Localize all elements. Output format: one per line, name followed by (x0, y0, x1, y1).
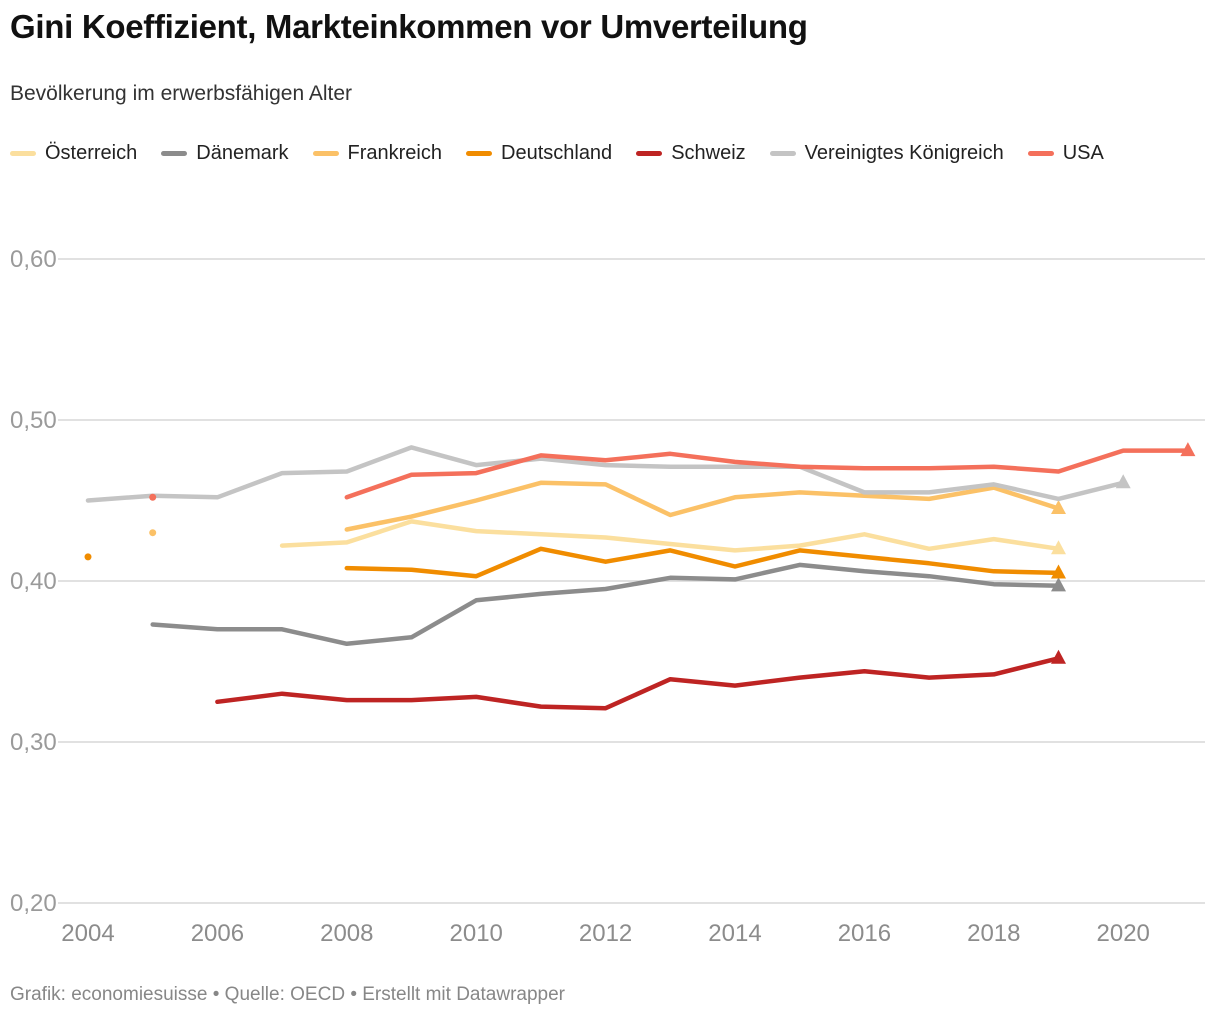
x-tick-label: 2008 (320, 920, 373, 947)
end-marker-osterreich[interactable] (1051, 540, 1066, 555)
x-tick-label: 2016 (838, 920, 891, 947)
series-line-danemark[interactable] (150, 562, 1061, 647)
legend-label: USA (1062, 142, 1104, 164)
x-tick-label: 2004 (61, 920, 114, 947)
legend-item-deutschland: Deutschland (466, 142, 612, 165)
x-tick-label: 2014 (708, 920, 761, 947)
point-frankreich-2005[interactable] (149, 529, 157, 537)
legend-label: Frankreich (347, 142, 442, 164)
legend-swatch-deutschland (466, 151, 492, 156)
end-marker-usa[interactable] (1180, 442, 1196, 457)
chart-title: Gini Koeffizient, Markteinkommen vor Umv… (10, 8, 808, 45)
legend-swatch-vereinigtes-konigreich (769, 151, 796, 156)
legend-label: Österreich (45, 142, 138, 164)
legend-label: Dänemark (196, 142, 289, 164)
y-tick-label: 0,30 (10, 729, 57, 756)
x-tick-label: 2006 (191, 920, 244, 947)
point-usa-2005[interactable] (149, 493, 157, 501)
point-deutschland-2004[interactable] (84, 553, 92, 561)
end-marker-deutschland[interactable] (1051, 564, 1066, 579)
legend-item-danemark: Dänemark (161, 142, 289, 165)
series-line-schweiz[interactable] (215, 656, 1061, 711)
x-tick-label: 2020 (1097, 920, 1150, 947)
series-line-deutschland[interactable] (344, 546, 1061, 579)
legend-swatch-osterreich (10, 151, 36, 156)
series-line-usa[interactable] (344, 448, 1191, 500)
legend-item-usa: USA (1027, 142, 1104, 165)
y-tick-label: 0,60 (10, 246, 57, 273)
x-tick-label: 2018 (967, 920, 1020, 947)
chart-subtitle: Bevölkerung im erwerbsfähigen Alter (10, 82, 353, 105)
legend-swatch-schweiz (636, 151, 663, 156)
legend-item-schweiz: Schweiz (636, 142, 746, 165)
legend-label: Deutschland (501, 142, 613, 164)
legend-swatch-frankreich (312, 151, 339, 156)
end-marker-vereinigtes-konigreich[interactable] (1115, 474, 1131, 489)
legend-swatch-danemark (161, 151, 188, 156)
legend-label: Vereinigtes Königreich (804, 142, 1004, 164)
x-tick-label: 2012 (579, 920, 632, 947)
end-marker-frankreich[interactable] (1051, 500, 1066, 515)
series-line-vereinigtes-konigreich[interactable] (85, 445, 1126, 503)
legend: Österreich Dänemark Frankreich Deutschland S… (10, 142, 1170, 165)
legend-item-osterreich: Österreich (10, 142, 137, 165)
y-tick-label: 0,20 (10, 890, 57, 917)
y-tick-label: 0,40 (10, 568, 57, 595)
end-marker-danemark[interactable] (1051, 577, 1066, 592)
y-tick-label: 0,50 (10, 407, 57, 434)
legend-label: Schweiz (671, 142, 746, 164)
legend-item-frankreich: Frankreich (312, 142, 442, 165)
series-line-frankreich[interactable] (344, 480, 1061, 532)
attribution-footer: Grafik: economiesuisse • Quelle: OECD • … (10, 984, 565, 1005)
legend-swatch-usa (1027, 151, 1054, 156)
x-tick-label: 2010 (450, 920, 503, 947)
legend-item-vereinigtes-konigreich: Vereinigtes Königreich (769, 142, 1004, 165)
series-line-osterreich[interactable] (279, 519, 1061, 553)
end-marker-schweiz[interactable] (1051, 649, 1066, 664)
